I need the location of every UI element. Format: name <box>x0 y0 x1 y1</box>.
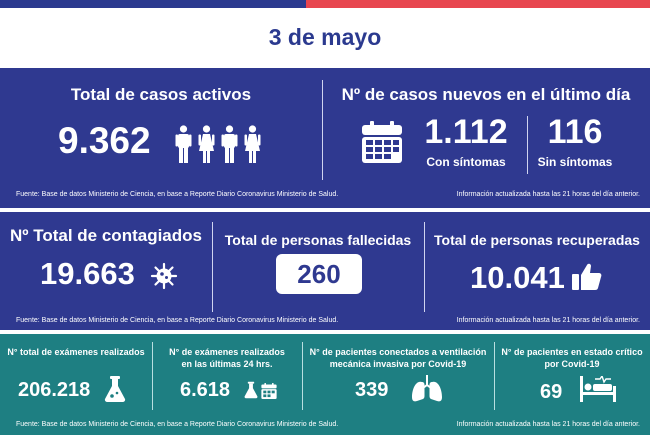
woman-icon <box>244 125 261 163</box>
critical-value: 69 <box>540 381 563 403</box>
with-symptoms-label: Con síntomas <box>426 155 506 169</box>
without-symptoms-value: 116 <box>547 113 603 151</box>
panel-totals: Nº Total de contagiados 19.663 Total de … <box>0 212 650 330</box>
panel-divider <box>152 342 153 410</box>
deaths-value: 260 <box>297 259 341 289</box>
calendar-icon <box>261 383 277 399</box>
flask-icon <box>104 376 126 402</box>
new-cases-title: Nº de casos nuevos en el último día <box>341 85 631 104</box>
exams24-title: N° de exámenes realizados en las últimas… <box>152 346 302 370</box>
critical-title: N° de pacientes en estado crítico por Co… <box>494 346 650 370</box>
panel-divider <box>494 342 495 410</box>
critical-title-line1: N° de pacientes en estado crítico <box>501 347 643 357</box>
flag-red <box>306 0 650 8</box>
man-icon <box>175 125 192 163</box>
people-icons <box>175 125 261 163</box>
with-symptoms-value: 1.112 <box>424 113 508 151</box>
flask-icon <box>244 381 258 399</box>
panel-divider <box>302 342 303 410</box>
recovered-value: 10.041 <box>470 260 565 295</box>
panel-exams: N° total de exámenes realizados 206.218 … <box>0 334 650 435</box>
lungs-icon <box>412 375 442 402</box>
panel-active-cases: Total de casos activos 9.362 Nº de casos… <box>0 68 650 208</box>
symptoms-divider <box>527 116 528 174</box>
ventilation-title: N° de pacientes conectados a ventilación… <box>302 346 494 370</box>
man-icon <box>221 125 238 163</box>
ventilation-title-line1: N° de pacientes conectados a ventilación <box>309 347 487 357</box>
ventilation-value: 339 <box>355 379 389 401</box>
source-note: Fuente: Base de datos Ministerio de Cien… <box>16 191 339 198</box>
exams24-title-line1: N° de exámenes realizados <box>169 347 285 357</box>
page-title: 3 de mayo <box>268 24 382 50</box>
ventilation-title-line2: mecánica invasiva por Covid-19 <box>329 359 467 369</box>
source-note: Fuente: Base de datos Ministerio de Cien… <box>16 421 339 428</box>
panel-divider <box>212 222 213 312</box>
without-symptoms-label: Sin síntomas <box>537 155 613 169</box>
hospital-bed-icon <box>580 376 616 402</box>
exams24-title-line2: en las últimas 24 hrs. <box>181 359 273 369</box>
deaths-box: 260 <box>276 254 362 294</box>
exams-title: N° total de exámenes realizados <box>7 347 145 357</box>
critical-title-line2: por Covid-19 <box>544 359 600 369</box>
thumbs-up-icon <box>572 263 602 290</box>
flag-blue <box>0 0 306 8</box>
exams24-value: 6.618 <box>180 379 231 401</box>
active-cases-title: Total de casos activos <box>70 85 252 104</box>
active-cases-value: 9.362 <box>58 120 151 161</box>
infected-title: Nº Total de contagiados <box>10 226 202 245</box>
source-note: Fuente: Base de datos Ministerio de Cien… <box>16 317 339 324</box>
deaths-title: Total de personas fallecidas <box>224 232 412 248</box>
update-note: Información actualizada hasta las 21 hor… <box>456 421 640 428</box>
recovered-title: Total de personas recuperadas <box>434 232 640 248</box>
panel-divider <box>322 80 323 180</box>
exams-value: 206.218 <box>18 379 91 401</box>
flag-stripe <box>0 0 650 8</box>
virus-icon <box>150 262 178 290</box>
woman-icon <box>198 125 215 163</box>
update-note: Información actualizada hasta las 21 hor… <box>456 317 640 324</box>
infected-value: 19.663 <box>40 256 135 291</box>
panel-divider <box>424 222 425 312</box>
update-note: Información actualizada hasta las 21 hor… <box>456 191 640 198</box>
calendar-icon <box>362 121 402 163</box>
